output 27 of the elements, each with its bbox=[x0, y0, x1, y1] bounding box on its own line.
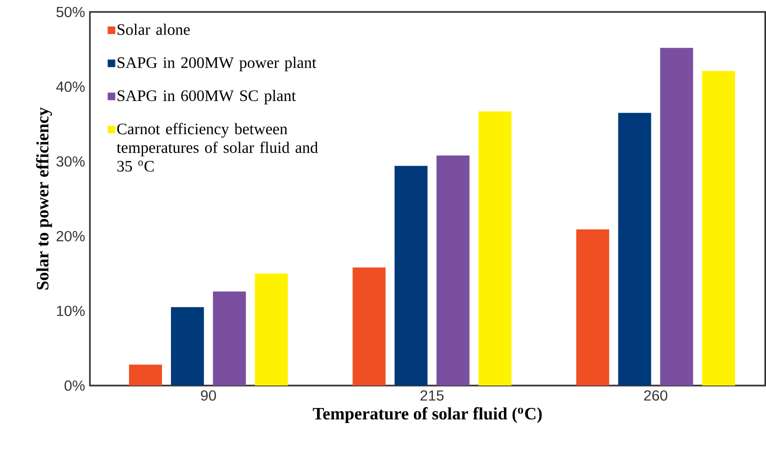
x-tick-label: 90 bbox=[200, 390, 216, 401]
bar bbox=[352, 268, 386, 386]
bar bbox=[618, 113, 652, 386]
y-tick-label: 10% bbox=[56, 306, 85, 316]
bar bbox=[436, 156, 470, 386]
y-tick-label: 40% bbox=[56, 82, 85, 92]
legend-label: SAPG in 200MW power plant bbox=[118, 57, 316, 72]
bar bbox=[702, 71, 736, 386]
x-tick-label: 260 bbox=[644, 390, 668, 401]
y-tick-label: 0% bbox=[64, 380, 85, 392]
legend-label: Carnot efficiency between temperatures of solar fluid and 35 $^{o}$C bbox=[116, 123, 318, 172]
x-tick-label: 215 bbox=[420, 390, 444, 401]
bar bbox=[660, 48, 694, 386]
legend-label: SAPG in 600MW SC plant bbox=[118, 90, 296, 105]
y-tick-label: 50% bbox=[56, 7, 85, 18]
y-axis-title: Solar to power efficiency bbox=[36, 108, 52, 290]
y-tick-label: 30% bbox=[56, 156, 85, 167]
bar bbox=[170, 307, 204, 386]
bar bbox=[478, 112, 512, 386]
bar bbox=[212, 292, 246, 386]
y-tick-label: 20% bbox=[56, 231, 85, 242]
x-axis-title: Temperature of solar fluid ($^{o}$C) bbox=[312, 407, 542, 424]
bar bbox=[129, 364, 162, 386]
bar bbox=[394, 166, 428, 386]
bar bbox=[254, 274, 288, 386]
bar bbox=[576, 230, 610, 386]
legend-label: Solar alone bbox=[118, 24, 190, 36]
